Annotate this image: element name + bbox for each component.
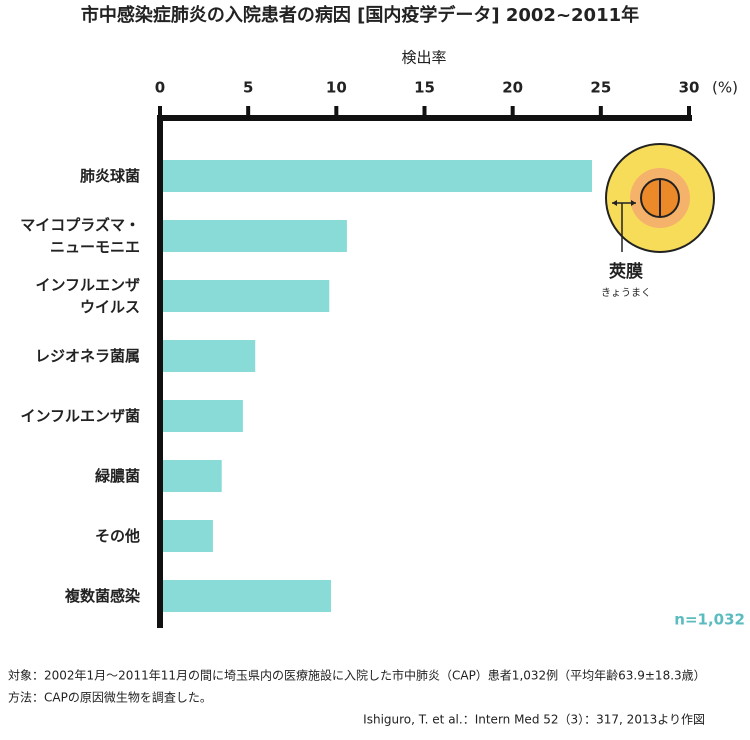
bar — [160, 400, 243, 432]
x-tick-label: 15 — [414, 79, 435, 97]
axis-label: 検出率 — [401, 49, 446, 67]
y-tick-label: 緑膿菌 — [94, 467, 140, 485]
y-tick-label: その他 — [94, 527, 140, 545]
x-tick-label: 10 — [326, 79, 347, 97]
bar — [160, 160, 593, 192]
bar — [160, 280, 330, 312]
bar — [160, 460, 222, 492]
y-tick-label: インフルエンザ ウイルス — [35, 276, 140, 316]
x-tick-label: 5 — [243, 79, 253, 97]
y-tick-label: マイコプラズマ・ ニューモニエ — [20, 216, 140, 256]
annotation: 莢膜 — [609, 261, 643, 282]
y-tick-label: インフルエンザ菌 — [20, 407, 140, 425]
y-tick-label: レジオネラ菌属 — [34, 347, 140, 365]
x-tick-label: 30 — [679, 79, 700, 97]
bar — [160, 580, 332, 612]
y-tick-label: 肺炎球菌 — [79, 167, 140, 185]
note: 対象：2002年1月～2011年11月の間に埼玉県内の医療施設に入院した市中肺炎… — [8, 668, 706, 683]
bar — [160, 520, 213, 552]
x-tick-label: 0 — [155, 79, 165, 97]
y-tick-label: 複数菌感染 — [64, 587, 140, 605]
axis-unit: (%) — [712, 79, 738, 97]
x-tick-label: 25 — [590, 79, 611, 97]
illustration — [605, 143, 715, 253]
x-tick-label: 20 — [502, 79, 523, 97]
bar — [160, 220, 347, 252]
annotation: きょうまく — [601, 287, 651, 299]
chart-title: 市中感染症肺炎の入院患者の病因 [国内疫学データ] 2002~2011年 — [81, 4, 639, 26]
annotation: n=1,032 — [674, 611, 745, 629]
bar — [160, 340, 256, 372]
note: 方法：CAPの原因微生物を調査した。 — [8, 690, 212, 705]
source: Ishiguro, T. et al.：Intern Med 52（3）：317… — [363, 713, 705, 727]
